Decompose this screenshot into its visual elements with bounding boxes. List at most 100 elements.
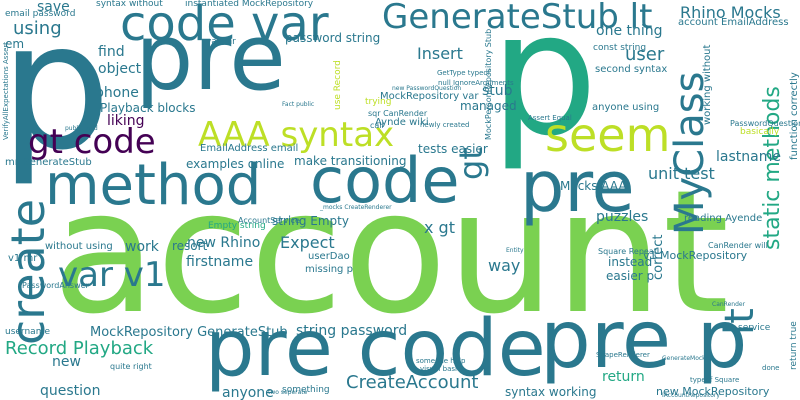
word: without using [45, 241, 113, 252]
word: function correctly [789, 72, 800, 160]
word: create [1, 198, 55, 345]
word: GenerateMock [662, 355, 706, 362]
word: AAA syntax [198, 115, 395, 155]
word: Mocks AAA [560, 179, 627, 193]
word: account EmailAddress [678, 17, 789, 28]
word: managed [460, 99, 517, 113]
word: username [5, 327, 50, 337]
word: ShapeRenderer [596, 351, 650, 359]
word: someone help [416, 357, 466, 365]
word: Expect [280, 233, 335, 252]
word: tests easier [418, 142, 488, 156]
word: GetType typeof [437, 69, 491, 77]
word: one thing [596, 23, 663, 39]
word: using [13, 18, 62, 39]
word: p [0, 0, 112, 189]
word: email password [5, 9, 76, 19]
word: Assert Equal [528, 114, 572, 122]
word: examples online [186, 157, 285, 171]
word: PasswordAnswer [22, 281, 89, 290]
word: instantiated MockRepository [185, 0, 314, 9]
word: CanRender will [708, 241, 768, 250]
word: code [310, 144, 460, 217]
word: return true [789, 321, 799, 370]
word: quite right [110, 362, 152, 371]
word: two seperate [268, 389, 308, 396]
word: call [370, 121, 384, 130]
word: pre p [540, 293, 748, 386]
word: newly created [420, 121, 470, 129]
word: em [5, 37, 25, 51]
word: static methods [760, 86, 785, 250]
word: service [738, 323, 771, 333]
word: new Rhino [187, 235, 261, 251]
word: typeof Square [690, 376, 740, 384]
word: syntax without [96, 0, 163, 9]
word: PasswordQuestion [730, 119, 800, 128]
word: way [488, 256, 521, 275]
word: missing p [305, 264, 353, 275]
word: sqr CanRender [368, 109, 428, 118]
word: Playback blocks [100, 101, 196, 115]
word: use Record [333, 60, 343, 110]
word: firstname [186, 254, 254, 270]
word: visual basic [420, 365, 461, 373]
word: anyone [222, 385, 274, 400]
word: pre code [205, 304, 546, 394]
word: save [37, 0, 70, 15]
word: CreateAccount [346, 372, 479, 393]
word: seem [545, 108, 671, 162]
word: v1 mr [8, 253, 38, 264]
word: var v1 [58, 255, 166, 295]
word: instead [608, 255, 653, 269]
word: x gt [424, 218, 455, 237]
word: mr GenerateStub [5, 157, 92, 168]
word: null IgnoreArguments [438, 79, 514, 87]
word: lastname [716, 149, 781, 165]
word: MockRepository GenerateStub [90, 325, 288, 340]
word: puzzles [596, 209, 649, 225]
word: basically [740, 127, 780, 137]
word: Aynde wiki [375, 117, 429, 128]
word: question [40, 383, 101, 399]
word: Empty string [208, 221, 266, 231]
word: anyone using [592, 102, 660, 113]
word: VerifyAllExpectations Assert [2, 41, 10, 140]
word: unit test [648, 164, 715, 183]
word: AccountService [238, 216, 300, 225]
word: const string [593, 43, 647, 53]
word: done [762, 364, 780, 372]
word: public void [65, 125, 98, 132]
word: MockRepository var [380, 91, 479, 102]
word: something [282, 385, 330, 395]
word: work [125, 239, 159, 255]
word: var mr [206, 37, 236, 47]
word: new PasswordQuestion [392, 85, 462, 92]
word: Entity [506, 247, 524, 254]
word: string password [296, 323, 408, 339]
word: object [98, 61, 142, 77]
word: Rhino Mocks [680, 3, 781, 22]
word: find [98, 44, 125, 60]
word: stub [482, 83, 513, 99]
word: pre [135, 4, 286, 111]
word: CanRender [712, 301, 746, 308]
word: pre [520, 146, 635, 228]
word: easier p [606, 269, 655, 283]
word: Fact public [282, 101, 315, 108]
word: user [625, 44, 665, 65]
word: resort [172, 239, 208, 253]
word: _mocks CreateRenderer [320, 204, 392, 211]
word: EmailAddress email [200, 143, 299, 154]
word: phone [95, 85, 139, 101]
word: liking [107, 113, 145, 129]
word: code var [120, 0, 329, 52]
word: second syntax [595, 64, 668, 75]
word: Record Playback [5, 338, 154, 359]
word: gt code [28, 122, 156, 162]
word: reading Ayende [684, 213, 763, 224]
word: v1 MockRepository [643, 249, 748, 262]
word: IAccountRepository [662, 392, 720, 399]
word: working without [702, 44, 713, 125]
